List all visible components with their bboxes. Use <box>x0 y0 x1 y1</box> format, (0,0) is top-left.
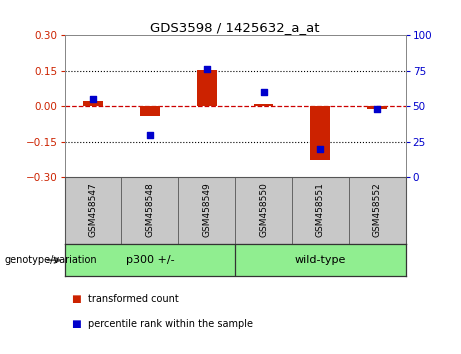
Point <box>260 89 267 95</box>
Text: wild-type: wild-type <box>295 255 346 265</box>
Title: GDS3598 / 1425632_a_at: GDS3598 / 1425632_a_at <box>150 21 320 34</box>
Point <box>89 96 97 102</box>
Point <box>203 67 210 72</box>
Text: GSM458551: GSM458551 <box>316 182 325 237</box>
Text: GSM458552: GSM458552 <box>373 182 382 237</box>
Text: ■: ■ <box>71 319 81 329</box>
Bar <box>254 104 273 106</box>
Bar <box>140 106 160 116</box>
Point <box>373 106 381 112</box>
Text: percentile rank within the sample: percentile rank within the sample <box>88 319 253 329</box>
Bar <box>310 106 331 160</box>
Point <box>317 146 324 152</box>
Bar <box>367 106 387 109</box>
Text: GSM458548: GSM458548 <box>145 182 154 237</box>
Text: GSM458549: GSM458549 <box>202 182 211 237</box>
Point <box>146 132 154 137</box>
Text: GSM458550: GSM458550 <box>259 182 268 237</box>
Bar <box>83 102 103 106</box>
Text: genotype/variation: genotype/variation <box>5 255 97 265</box>
Bar <box>197 70 217 106</box>
Text: ■: ■ <box>71 294 81 304</box>
Text: GSM458547: GSM458547 <box>89 182 97 237</box>
Text: p300 +/-: p300 +/- <box>125 255 174 265</box>
Text: transformed count: transformed count <box>88 294 178 304</box>
